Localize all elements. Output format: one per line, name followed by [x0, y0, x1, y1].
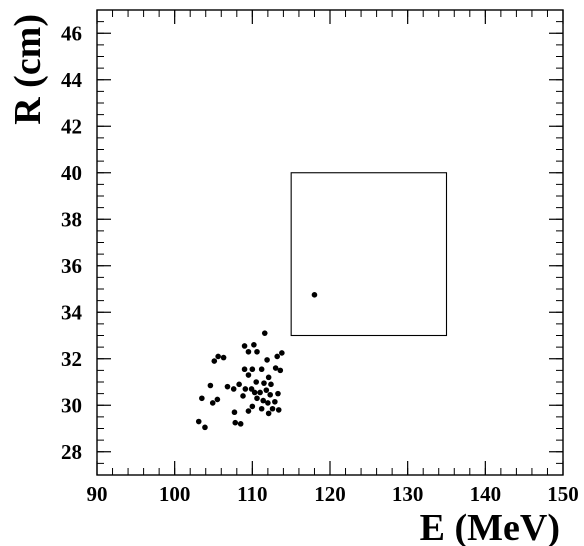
data-point	[230, 386, 237, 392]
data-point	[264, 357, 270, 363]
minor-ticks	[96, 9, 564, 476]
y-tick-labels: 28 30 32 34 36 38 40 42 44 46	[61, 21, 83, 464]
data-point	[242, 386, 249, 392]
data-point	[260, 397, 267, 404]
y-tick-label: 32	[61, 347, 82, 371]
data-point	[275, 407, 282, 413]
data-point	[269, 405, 276, 412]
data-point	[199, 395, 205, 402]
data-point	[249, 403, 256, 410]
data-point	[245, 348, 252, 355]
data-point	[241, 343, 248, 349]
data-point	[275, 390, 281, 397]
data-point	[272, 398, 278, 405]
y-axis-title: R (cm)	[7, 14, 49, 125]
x-axis-title: E (MeV)	[420, 507, 560, 546]
data-point	[249, 366, 256, 373]
major-ticks	[96, 10, 564, 475]
y-tick-label: 36	[61, 254, 82, 278]
data-point	[240, 393, 246, 399]
data-point	[209, 400, 216, 406]
y-tick-label: 34	[61, 300, 83, 324]
x-tick-labels: 90 100 110 120 130 140 150	[87, 482, 579, 506]
data-point	[202, 424, 208, 431]
data-point	[236, 381, 242, 388]
y-tick-label: 28	[61, 440, 82, 464]
data-point	[277, 367, 284, 374]
data-point	[241, 366, 248, 373]
data-point	[263, 387, 270, 393]
data-point	[231, 409, 238, 416]
data-point	[251, 389, 258, 396]
data-point	[254, 395, 260, 402]
data-point	[214, 396, 221, 403]
x-tick-label: 140	[470, 482, 502, 506]
data-point	[258, 366, 265, 373]
y-tick-label: 46	[61, 21, 82, 45]
data-point	[267, 391, 273, 398]
x-tick-label: 110	[237, 482, 267, 506]
data-point	[261, 330, 268, 336]
data-point	[245, 372, 252, 378]
x-tick-label: 150	[547, 482, 579, 506]
x-tick-label: 100	[159, 482, 191, 506]
data-point	[272, 365, 279, 371]
data-point	[265, 400, 271, 406]
data-point	[258, 405, 265, 412]
data-point	[265, 374, 272, 381]
x-tick-label: 130	[392, 482, 424, 506]
data-point	[257, 389, 263, 396]
data-point	[195, 418, 202, 425]
data-point	[253, 379, 260, 385]
data-point	[265, 410, 272, 417]
data-point	[215, 353, 221, 360]
data-point	[224, 383, 231, 390]
y-tick-label: 44	[61, 68, 83, 92]
data-point	[261, 380, 267, 386]
y-tick-label: 38	[61, 207, 82, 231]
y-tick-label: 42	[61, 114, 82, 138]
data-points	[195, 292, 318, 431]
data-point	[237, 421, 244, 427]
data-point	[254, 348, 260, 355]
x-tick-label: 120	[314, 482, 346, 506]
data-point	[268, 381, 274, 388]
x-tick-label: 90	[87, 482, 108, 506]
signal-box	[290, 172, 448, 337]
y-tick-label: 30	[61, 393, 82, 417]
data-point	[207, 382, 214, 389]
data-point	[245, 408, 252, 414]
data-point	[251, 342, 257, 348]
data-point	[274, 353, 280, 360]
data-point	[232, 419, 239, 426]
data-point	[220, 354, 227, 361]
y-tick-label: 40	[61, 161, 82, 185]
data-point	[211, 358, 218, 364]
data-point	[279, 350, 285, 356]
plot-frame	[96, 9, 564, 476]
data-point	[311, 292, 318, 298]
